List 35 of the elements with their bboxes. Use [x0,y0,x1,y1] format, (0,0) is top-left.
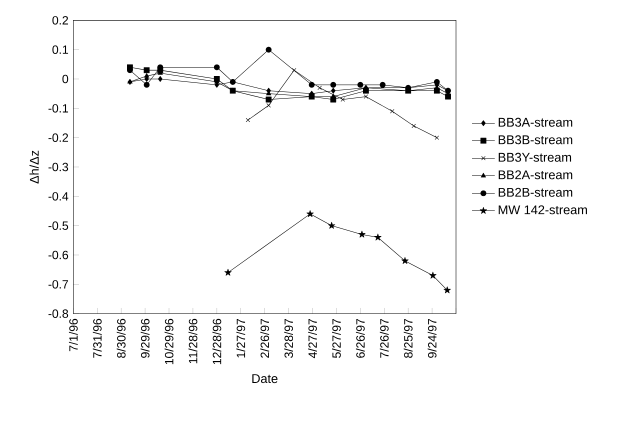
y-tick-label: 0.2 [52,16,68,25]
legend-label: BB3A-stream [498,118,572,127]
x-tick-label: 4/27/97 [308,318,317,358]
y-tick-label: -0.6 [48,250,68,260]
x-tick-label: 7/26/97 [380,318,389,358]
y-axis-title: Δh/Δz [29,150,39,184]
y-tick-label: -0.3 [48,162,68,172]
x-tick-label: 12/28/96 [212,318,222,364]
y-tick-label: -0.8 [48,309,68,318]
legend-label: BB2B-stream [498,188,572,197]
y-tick-label: -0.1 [48,104,68,113]
x-tick-label: 10/29/96 [164,318,174,364]
x-tick-label: 1/27/97 [236,318,246,358]
y-tick-label: 0.1 [52,45,68,54]
x-tick-label: 8/30/96 [116,318,126,358]
legend-label: BB2A-stream [498,170,572,180]
legend-label: BB3Y-stream [498,152,572,162]
x-tick-label: 2/26/97 [260,318,270,358]
x-tick-label: 8/25/97 [404,318,413,358]
x-tick-label: 5/27/97 [332,318,341,358]
x-tick-label: 7/1/96 [68,318,78,352]
y-tick-label: -0.5 [48,221,68,230]
x-axis-title: Date [252,374,278,384]
legend-label: MW 142-stream [498,205,587,214]
y-tick-label: -0.2 [48,133,68,142]
y-tick-label: -0.7 [48,280,68,289]
x-tick-label: 6/26/97 [356,318,365,358]
y-tick-label: -0.4 [48,192,68,201]
x-tick-label: 7/31/96 [92,318,102,358]
y-tick-label: 0 [62,74,68,84]
legend-label: BB3B-stream [498,135,572,144]
x-tick-label: 11/28/96 [188,318,198,364]
x-tick-label: 9/24/97 [428,318,437,358]
x-tick-label: 9/29/96 [140,318,150,358]
x-tick-label: 3/28/97 [284,318,294,358]
